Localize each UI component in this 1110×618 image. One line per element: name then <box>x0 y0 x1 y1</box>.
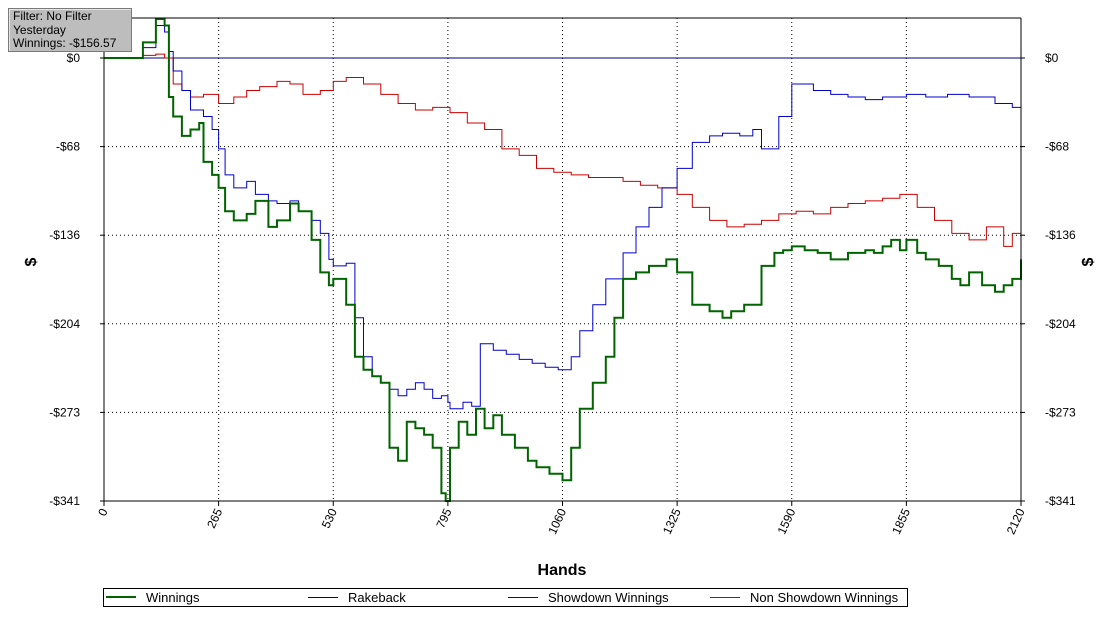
x-tick-label: 265 <box>204 506 225 530</box>
y-tick-label-left: -$341 <box>49 494 80 508</box>
winnings-total-label: Winnings: -$156.57 <box>13 36 117 50</box>
legend-label-rakeback: Rakeback <box>348 590 406 605</box>
y-tick-label-right: -$68 <box>1045 140 1069 154</box>
date-range-label: Yesterday <box>13 22 66 37</box>
y-tick-label-right: -$136 <box>1045 228 1076 242</box>
legend-swatch-winnings <box>106 596 136 598</box>
y-tick-label-right: -$204 <box>1045 317 1076 331</box>
legend-label-winnings: Winnings <box>146 590 200 605</box>
x-tick-label: 2120 <box>1004 506 1028 536</box>
y-axis-title-right: $ <box>1080 257 1097 266</box>
grid <box>104 18 1021 501</box>
y-tick-label-right: -$273 <box>1045 405 1076 419</box>
x-tick-label: 530 <box>319 506 340 530</box>
y-tick-label-right: -$341 <box>1045 494 1076 508</box>
series-line-non-showdown-winnings <box>104 53 1022 247</box>
legend-label-non-showdown: Non Showdown Winnings <box>750 590 899 605</box>
series-line-winnings <box>104 18 1022 502</box>
legend-swatch-showdown <box>508 597 538 598</box>
x-tick-label: 1060 <box>545 506 569 536</box>
legend-swatch-non-showdown <box>710 597 740 598</box>
x-tick-label: 1590 <box>774 506 798 536</box>
x-tick-label: 0 <box>95 506 111 518</box>
y-tick-label-left: $0 <box>67 51 81 65</box>
axes: $0 $0 -$68 -$68 -$136 -$136 -$204 -$204 -$273 -$2… <box>49 17 1076 536</box>
legend-swatch-rakeback <box>308 597 338 598</box>
x-tick-label: 1855 <box>889 506 913 536</box>
legend: Winnings Rakeback Showdown Winnings Non … <box>103 588 908 607</box>
y-tick-label-left: -$273 <box>49 405 80 419</box>
filter-label: Filter: No Filter <box>13 9 92 23</box>
series-line-showdown-winnings <box>104 25 1022 410</box>
legend-label-showdown: Showdown Winnings <box>548 590 669 605</box>
x-axis-title: Hands <box>538 562 587 579</box>
y-tick-label-right: $0 <box>1045 51 1059 65</box>
x-tick-label: 795 <box>433 506 454 530</box>
x-tick-label: 1325 <box>660 506 684 536</box>
filter-info-box: Filter: No Filter Yesterday Winnings: -$… <box>8 8 132 52</box>
series-layer <box>104 18 1022 502</box>
y-tick-label-left: -$68 <box>56 140 80 154</box>
y-tick-label-left: -$204 <box>49 317 80 331</box>
y-tick-label-left: -$136 <box>49 228 80 242</box>
y-axis-title-left: $ <box>23 257 40 266</box>
